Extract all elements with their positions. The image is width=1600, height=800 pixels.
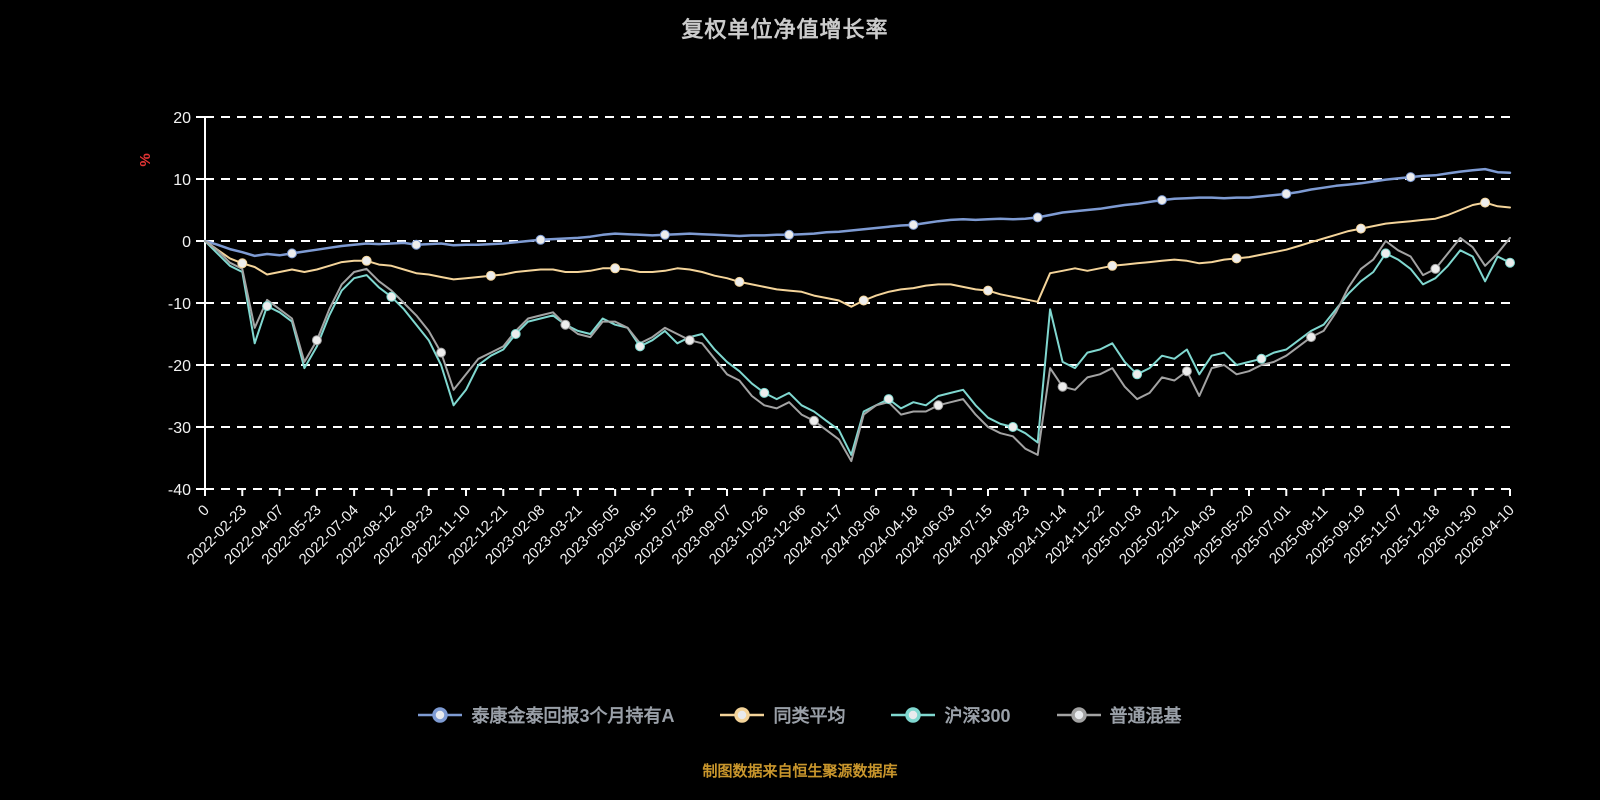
series-marker: [983, 285, 993, 296]
series-marker: [411, 239, 422, 250]
chart-title: 复权单位净值增长率: [681, 17, 889, 42]
series-marker: [883, 394, 894, 405]
series-marker: [1480, 197, 1491, 208]
legend-item-1[interactable]: 同类平均: [720, 702, 845, 728]
y-axis-tick-label: 20: [173, 110, 191, 127]
series-marker: [908, 219, 919, 230]
series-line-3: [204, 236, 1511, 463]
series-marker: [1380, 248, 1391, 259]
y-axis-tick-label: -30: [168, 420, 191, 437]
series-marker: [361, 255, 372, 266]
series-marker: [1505, 257, 1515, 268]
series-marker: [1405, 172, 1416, 183]
series-marker: [1107, 260, 1118, 271]
legend-label: 同类平均: [773, 706, 846, 726]
data-source-note: 制图数据来自恒生聚源数据库: [702, 763, 898, 780]
series-line-1: [204, 201, 1511, 308]
legend-marker-icon: [1056, 707, 1101, 723]
y-axis-tick-label: -20: [168, 358, 191, 375]
series-line-0: [203, 167, 1512, 258]
series-marker: [1231, 253, 1242, 264]
series-marker: [734, 276, 745, 287]
series-marker: [1157, 195, 1167, 206]
series-marker: [809, 415, 819, 426]
series-marker: [262, 301, 273, 312]
legend-item-2[interactable]: 沪深300: [891, 702, 1011, 728]
series-marker: [510, 329, 521, 339]
series-marker: [784, 229, 795, 240]
series-marker: [610, 263, 621, 274]
y-axis-tick-label: 0: [182, 234, 191, 251]
series-marker: [933, 400, 944, 411]
series-marker: [659, 229, 670, 240]
series-marker: [287, 248, 297, 259]
series-marker: [311, 335, 322, 346]
series-marker: [436, 347, 447, 358]
series-marker: [1057, 381, 1068, 392]
series-line-2: [204, 240, 1511, 456]
legend-marker-icon: [418, 707, 463, 723]
series-marker: [560, 319, 571, 330]
legend-item-0[interactable]: 泰康金泰回报3个月持有A: [418, 702, 674, 728]
series-marker: [635, 341, 645, 352]
y-axis-tick-label: -40: [168, 482, 191, 499]
series-marker: [535, 234, 546, 245]
series-marker: [684, 335, 695, 346]
series-marker: [1181, 366, 1192, 377]
legend-label: 泰康金泰回报3个月持有A: [471, 706, 675, 726]
series-marker: [1132, 369, 1143, 380]
legend-label: 沪深300: [944, 706, 1011, 726]
series-marker: [759, 387, 770, 398]
legend-marker-icon: [720, 707, 765, 723]
series-marker: [1306, 332, 1317, 343]
legend-marker-icon: [891, 707, 936, 723]
y-axis-unit-label: %: [137, 153, 154, 166]
chart-legend: 泰康金泰回报3个月持有A 同类平均 沪深300 普通混基: [0, 702, 1600, 728]
y-axis-tick-label: -10: [168, 296, 191, 313]
series-marker: [1007, 422, 1018, 432]
legend-label: 普通混基: [1109, 706, 1182, 726]
legend-item-3[interactable]: 普通混基: [1056, 702, 1182, 728]
series-marker: [237, 258, 248, 269]
series-marker: [1256, 353, 1267, 364]
x-axis-tick-label: 0: [195, 502, 213, 520]
y-axis-tick-label: 10: [173, 172, 191, 189]
series-marker: [1430, 263, 1441, 274]
series-marker: [485, 270, 496, 281]
series-marker: [386, 291, 397, 302]
series-marker: [1281, 188, 1292, 199]
series-marker: [1355, 223, 1366, 234]
series-marker: [1032, 212, 1043, 223]
series-marker: [858, 295, 869, 306]
